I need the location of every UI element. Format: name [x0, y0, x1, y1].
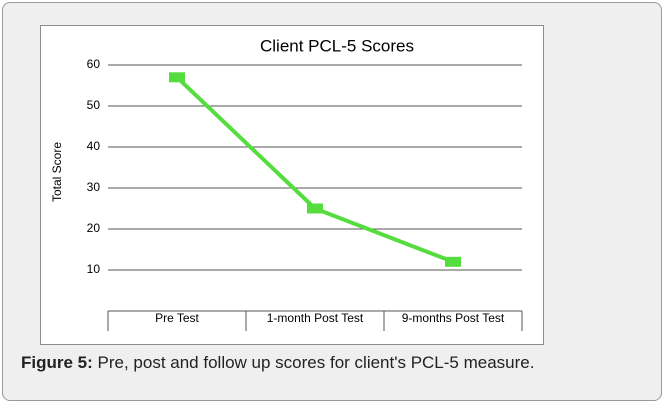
caption-label: Figure 5: [21, 353, 93, 372]
x-tick-label: Pre Test [155, 311, 199, 325]
y-tick-label: 60 [87, 57, 101, 71]
x-tick-label: 9-months Post Test [402, 311, 505, 325]
y-tick-label: 30 [87, 180, 101, 194]
point-marker [307, 203, 323, 214]
chart-title: Client PCL-5 Scores [260, 36, 414, 55]
figure-frame: Figure 5: Pre, post and follow up scores… [2, 2, 662, 401]
x-tick-label: 1-month Post Test [267, 311, 364, 325]
y-tick-label: 20 [87, 221, 101, 235]
caption: Figure 5: Pre, post and follow up scores… [21, 350, 649, 375]
point-marker [445, 256, 461, 267]
caption-text: Pre, post and follow up scores for clien… [92, 353, 535, 372]
y-axis-label: Total Score [50, 142, 64, 202]
y-tick-label: 40 [87, 139, 101, 153]
point-marker [169, 72, 185, 83]
y-tick-label: 50 [87, 98, 101, 112]
series-line [175, 75, 454, 264]
y-tick-label: 10 [87, 262, 101, 276]
